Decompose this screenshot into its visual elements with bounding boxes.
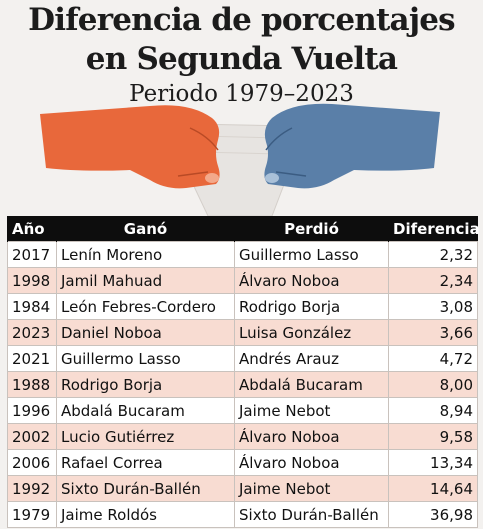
cell-won: Sixto Durán-Ballén bbox=[56, 475, 235, 502]
cell-lost: Álvaro Noboa bbox=[234, 267, 389, 294]
table-row: 1979 Jaime Roldós Sixto Durán-Ballén 36,98 bbox=[7, 501, 478, 528]
cell-diff: 8,94 bbox=[388, 397, 478, 424]
header-lost: Perdió bbox=[234, 216, 389, 242]
orange-hand-icon bbox=[40, 105, 220, 189]
cell-year: 1996 bbox=[7, 397, 57, 424]
table-row: 1988 Rodrigo Borja Abdalá Bucaram 8,00 bbox=[7, 371, 478, 398]
cell-lost: Álvaro Noboa bbox=[234, 423, 389, 450]
table-row: 1998 Jamil Mahuad Álvaro Noboa 2,34 bbox=[7, 267, 478, 294]
cell-year: 2023 bbox=[7, 319, 57, 346]
title-line-1: Diferencia de porcentajes bbox=[28, 2, 455, 38]
cell-diff: 3,08 bbox=[388, 293, 478, 320]
cell-lost: Abdalá Bucaram bbox=[234, 371, 389, 398]
cell-diff: 2,34 bbox=[388, 267, 478, 294]
cell-lost: Jaime Nebot bbox=[234, 475, 389, 502]
cell-won: Lucio Gutiérrez bbox=[56, 423, 235, 450]
table-header-row: Año Ganó Perdió Diferencia bbox=[7, 216, 480, 242]
results-table: Año Ganó Perdió Diferencia 2017 Lenín Mor… bbox=[7, 216, 480, 528]
cell-year: 1984 bbox=[7, 293, 57, 320]
title-line-2: en Segunda Vuelta bbox=[85, 41, 398, 77]
cell-year: 2021 bbox=[7, 345, 57, 372]
cell-diff: 3,66 bbox=[388, 319, 478, 346]
cell-won: Daniel Noboa bbox=[56, 319, 235, 346]
cell-lost: Rodrigo Borja bbox=[234, 293, 389, 320]
cell-year: 1992 bbox=[7, 475, 57, 502]
cell-year: 2006 bbox=[7, 449, 57, 476]
header-diff: Diferencia bbox=[388, 216, 480, 242]
cell-lost: Jaime Nebot bbox=[234, 397, 389, 424]
table-row: 1992 Sixto Durán-Ballén Jaime Nebot 14,64 bbox=[7, 475, 478, 502]
cell-won: Guillermo Lasso bbox=[56, 345, 235, 372]
cell-diff: 2,32 bbox=[388, 241, 478, 268]
table-row: 2006 Rafael Correa Álvaro Noboa 13,34 bbox=[7, 449, 478, 476]
cell-lost: Luisa González bbox=[234, 319, 389, 346]
cell-lost: Álvaro Noboa bbox=[234, 449, 389, 476]
illustration bbox=[40, 103, 440, 216]
cell-year: 1998 bbox=[7, 267, 57, 294]
cell-lost: Guillermo Lasso bbox=[234, 241, 389, 268]
table-row: 1996 Abdalá Bucaram Jaime Nebot 8,94 bbox=[7, 397, 478, 424]
cell-lost: Sixto Durán-Ballén bbox=[234, 501, 389, 528]
cell-year: 2002 bbox=[7, 423, 57, 450]
table-row: 1984 León Febres-Cordero Rodrigo Borja 3,08 bbox=[7, 293, 478, 320]
cell-diff: 8,00 bbox=[388, 371, 478, 398]
cell-won: León Febres-Cordero bbox=[56, 293, 235, 320]
cell-diff: 4,72 bbox=[388, 345, 478, 372]
subtitle: Periodo 1979–2023 bbox=[129, 81, 354, 107]
table-row: 2017 Lenín Moreno Guillermo Lasso 2,32 bbox=[7, 241, 478, 268]
cell-year: 1988 bbox=[7, 371, 57, 398]
cell-won: Abdalá Bucaram bbox=[56, 397, 235, 424]
table-row: 2002 Lucio Gutiérrez Álvaro Noboa 9,58 bbox=[7, 423, 478, 450]
header: Diferencia de porcentajes en Segunda Vue… bbox=[0, 0, 483, 216]
cell-won: Rodrigo Borja bbox=[56, 371, 235, 398]
cell-won: Jamil Mahuad bbox=[56, 267, 235, 294]
cell-diff: 13,34 bbox=[388, 449, 478, 476]
cell-won: Rafael Correa bbox=[56, 449, 235, 476]
table-row: 2023 Daniel Noboa Luisa González 3,66 bbox=[7, 319, 478, 346]
cell-won: Jaime Roldós bbox=[56, 501, 235, 528]
cell-diff: 36,98 bbox=[388, 501, 478, 528]
cell-year: 2017 bbox=[7, 241, 57, 268]
cell-diff: 9,58 bbox=[388, 423, 478, 450]
cell-diff: 14,64 bbox=[388, 475, 478, 502]
header-won: Ganó bbox=[56, 216, 235, 242]
header-year: Año bbox=[7, 216, 57, 242]
cell-won: Lenín Moreno bbox=[56, 241, 235, 268]
cell-year: 1979 bbox=[7, 501, 57, 528]
table-row: 2021 Guillermo Lasso Andrés Arauz 4,72 bbox=[7, 345, 478, 372]
blue-hand-icon bbox=[264, 103, 440, 189]
cell-lost: Andrés Arauz bbox=[234, 345, 389, 372]
